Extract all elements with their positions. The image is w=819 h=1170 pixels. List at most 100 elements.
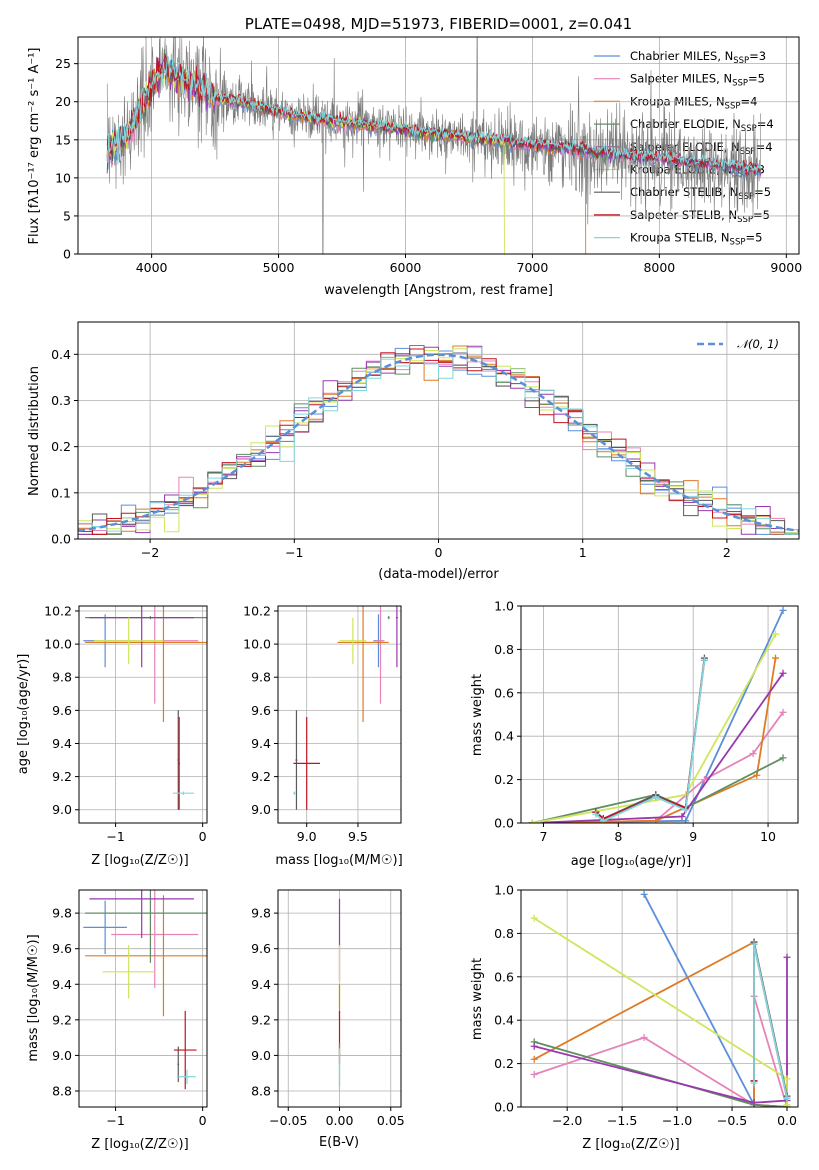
age-mass-ytick-label: 9.6 xyxy=(251,703,271,718)
spectrum-panel: PLATE=0498, MJD=51973, FIBERID=0001, z=0… xyxy=(27,15,802,298)
histogram-xtick-label: −1 xyxy=(285,545,303,560)
weight-z-ytick-label: 1.0 xyxy=(494,883,514,898)
kroupa-stelib-weight-point xyxy=(682,806,690,814)
kroupa-stelib-weight-point xyxy=(652,793,660,801)
spectrum-xtick-label: 8000 xyxy=(643,260,675,275)
weight-z-ytick-label: 0.2 xyxy=(494,1056,514,1071)
kroupa-stelib-weight-point xyxy=(592,810,600,818)
salpeter-elodie-weight-point xyxy=(750,1099,758,1107)
salpeter-miles-weight-point xyxy=(640,1034,648,1042)
mass-ebv-axes: −0.05 0.00 0.05 8.8 9.0 9.2 9.4 9.6 9.8 xyxy=(251,889,405,1128)
age-vs-mass-panel: mass [log₁₀(M/M☉)] 9.0 9.5 9.0 9.2 9.4 9.6 9.8… xyxy=(243,603,403,868)
salpeter-miles-weight-point xyxy=(530,1070,538,1078)
kroupa-miles-weight-point xyxy=(753,771,761,779)
weight-age-xtick-label: 7 xyxy=(539,829,547,844)
spectrum-xlabel: wavelength [Angstrom, rest frame] xyxy=(324,283,553,298)
spectrum-legend-label: Chabrier STELIB, NSSP=5 xyxy=(630,185,771,202)
weight-z-ytick-label: 0.8 xyxy=(494,926,514,941)
chabrier-miles-weight-point xyxy=(640,890,648,898)
chabrier-elodie-weight-point xyxy=(779,754,787,762)
spectrum-legend-label: Salpeter MILES, NSSP=5 xyxy=(630,72,765,89)
mass-ebv-xtick-label: −0.05 xyxy=(269,1113,307,1128)
mass-ebv-xtick-label: 0.00 xyxy=(326,1113,354,1128)
weight-z-xlabel: Z [log₁₀(Z/Z☉)] xyxy=(582,1137,679,1152)
salpeter-elodie-weight-point xyxy=(678,812,686,820)
age-z-ytick-label: 9.6 xyxy=(52,703,72,718)
histogram-ytick-label: 0.4 xyxy=(51,347,71,362)
weight-age-ylabel: mass weight xyxy=(470,674,485,756)
weight-age-ytick-label: 0.6 xyxy=(494,685,514,700)
spectrum-xtick-label: 4000 xyxy=(136,260,168,275)
salpeter-miles-weight-point xyxy=(749,750,757,758)
kroupa-elodie-weight-point xyxy=(528,819,536,823)
kroupa-elodie-weight-point xyxy=(783,1101,791,1107)
kroupa-stelib-fit-line xyxy=(106,56,762,173)
kroupa-miles-weight-point xyxy=(772,654,780,662)
kroupa-stelib-weight-point xyxy=(750,940,758,948)
histogram-xtick-label: 1 xyxy=(579,545,587,560)
spectrum-plot-area xyxy=(106,37,762,254)
spectrum-xtick-label: 6000 xyxy=(390,260,422,275)
age-z-ytick-label: 10.2 xyxy=(44,603,72,618)
mass-ebv-ytick-label: 9.8 xyxy=(251,906,271,921)
age-z-ytick-label: 9.2 xyxy=(52,769,72,784)
spectrum-axes: 4000 5000 6000 7000 8000 9000 0 5 10 15 20 25 xyxy=(55,36,802,275)
spectrum-ytick-label: 10 xyxy=(55,170,71,185)
weight-z-ytick-label: 0.4 xyxy=(494,1013,514,1028)
weight-z-xtick-label: −1.0 xyxy=(662,1113,692,1128)
age-mass-plot-area xyxy=(293,606,398,810)
spectrum-ytick-label: 15 xyxy=(55,132,71,147)
age-mass-ytick-label: 9.4 xyxy=(251,736,271,751)
age-vs-metallicity-panel: Z [log₁₀(Z/Z☉)] age [log₁₀(age/yr)] −1 0 9… xyxy=(16,603,208,868)
age-mass-axes: 9.0 9.5 9.0 9.2 9.4 9.6 9.8 10.0 10.2 xyxy=(243,603,402,844)
age-mass-xlabel: mass [log₁₀(M/M☉)] xyxy=(275,853,402,868)
weight-age-frame xyxy=(520,605,799,824)
mass-ebv-ytick-label: 9.2 xyxy=(251,1012,271,1027)
normal-legend-label: 𝒩(0, 1) xyxy=(737,337,779,351)
histogram-ytick-label: 0.2 xyxy=(51,439,71,454)
age-mass-ytick-label: 10.2 xyxy=(243,603,271,618)
salpeter-stelib-fit-line xyxy=(106,53,762,176)
mass-z-ytick-label: 9.6 xyxy=(52,941,72,956)
weight-z-xtick-label: 0.0 xyxy=(777,1113,797,1128)
histogram-ytick-label: 0.3 xyxy=(51,393,71,408)
mass-z-ytick-label: 9.0 xyxy=(52,1048,72,1063)
age-mass-ytick-label: 9.8 xyxy=(251,670,271,685)
weight-z-xtick-label: −2.0 xyxy=(552,1113,582,1128)
histogram-xtick-label: 0 xyxy=(435,545,443,560)
weight-age-xlabel: age [log₁₀(age/yr)] xyxy=(571,854,692,869)
histogram-xtick-label: 2 xyxy=(723,545,731,560)
spectrum-ytick-label: 5 xyxy=(63,208,71,223)
age-mass-xtick-label: 9.0 xyxy=(297,829,317,844)
age-z-xlabel: Z [log₁₀(Z/Z☉)] xyxy=(91,853,188,868)
mass-z-frame xyxy=(78,889,208,1108)
weight-z-xtick-label: −1.5 xyxy=(607,1113,637,1128)
salpeter-elodie-weight-line xyxy=(533,957,788,1104)
kroupa-stelib-weight-point xyxy=(599,817,607,823)
age-z-xtick-label: −1 xyxy=(106,829,124,844)
mass-z-ytick-label: 9.2 xyxy=(52,1012,72,1027)
weight-age-axes: 7 8 9 10 0.0 0.2 0.4 0.6 0.8 1.0 xyxy=(494,599,799,844)
kroupa-stelib-weight-point xyxy=(783,1094,791,1102)
age-z-ytick-label: 9.8 xyxy=(52,670,72,685)
spectrum-ytick-label: 25 xyxy=(55,56,71,71)
mass-weight-vs-metallicity-panel: Z [log₁₀(Z/Z☉)] mass weight −2.0 −1.5 −1.0… xyxy=(470,883,799,1152)
spectrum-ylabel: Flux [fλ10⁻¹⁷ erg cm⁻² s⁻¹ A⁻¹] xyxy=(27,48,42,245)
spectrum-frame xyxy=(77,36,800,255)
spectrum-legend-label: Kroupa STELIB, NSSP=5 xyxy=(630,231,762,248)
histogram-legend: 𝒩(0, 1) xyxy=(697,337,779,351)
kroupa-miles-weight-point xyxy=(530,1055,538,1063)
mass-z-axes: −1 0 8.8 9.0 9.2 9.4 9.6 9.8 xyxy=(52,889,208,1128)
mass-z-ytick-label: 8.8 xyxy=(52,1083,72,1098)
weight-age-ytick-label: 0.4 xyxy=(494,729,514,744)
mass-ebv-ytick-label: 9.0 xyxy=(251,1048,271,1063)
spectrum-legend-label: Salpeter STELIB, NSSP=5 xyxy=(630,208,770,225)
kroupa-elodie-weight-point xyxy=(772,630,780,638)
weight-age-ytick-label: 0.2 xyxy=(494,772,514,787)
mass-z-ytick-label: 9.4 xyxy=(52,977,72,992)
weight-z-ytick-label: 0.6 xyxy=(494,969,514,984)
age-mass-xtick-label: 9.5 xyxy=(348,829,368,844)
mass-z-xlabel: Z [log₁₀(Z/Z☉)] xyxy=(91,1137,188,1152)
weight-z-axes: −2.0 −1.5 −1.0 −0.5 0.0 0.0 0.2 0.4 0.6 0.8 1.0 xyxy=(494,883,799,1128)
